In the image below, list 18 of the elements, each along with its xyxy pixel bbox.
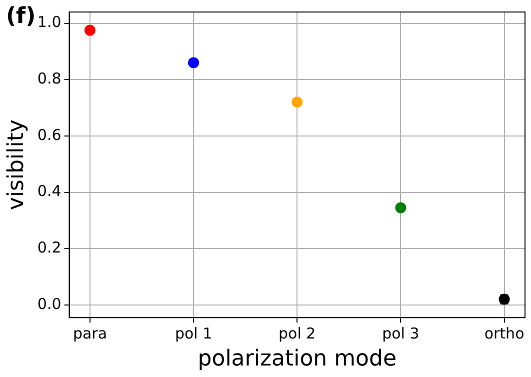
x-tick-label: pol 1 bbox=[174, 324, 212, 342]
y-tick-label: 1.0 bbox=[37, 13, 62, 32]
y-tick-label: 0.8 bbox=[37, 69, 62, 88]
x-tick-label: para bbox=[72, 324, 108, 342]
point bbox=[84, 24, 96, 36]
y-axis-title: visibility bbox=[4, 119, 29, 210]
x-tick-label: pol 2 bbox=[278, 324, 316, 342]
y-tick-label: 0.6 bbox=[37, 126, 62, 144]
y-tick-label: 0.0 bbox=[37, 294, 62, 313]
x-tick-label: pol 3 bbox=[382, 324, 420, 342]
point bbox=[395, 202, 406, 214]
chart-title: (f) bbox=[6, 4, 36, 29]
point bbox=[188, 57, 200, 68]
y-tick-label: 0.2 bbox=[37, 238, 62, 256]
x-axis-title: polarization mode bbox=[198, 346, 396, 372]
x-tick-label: ortho bbox=[484, 324, 524, 342]
y-tick-label: 0.4 bbox=[37, 182, 62, 200]
point bbox=[292, 96, 303, 108]
